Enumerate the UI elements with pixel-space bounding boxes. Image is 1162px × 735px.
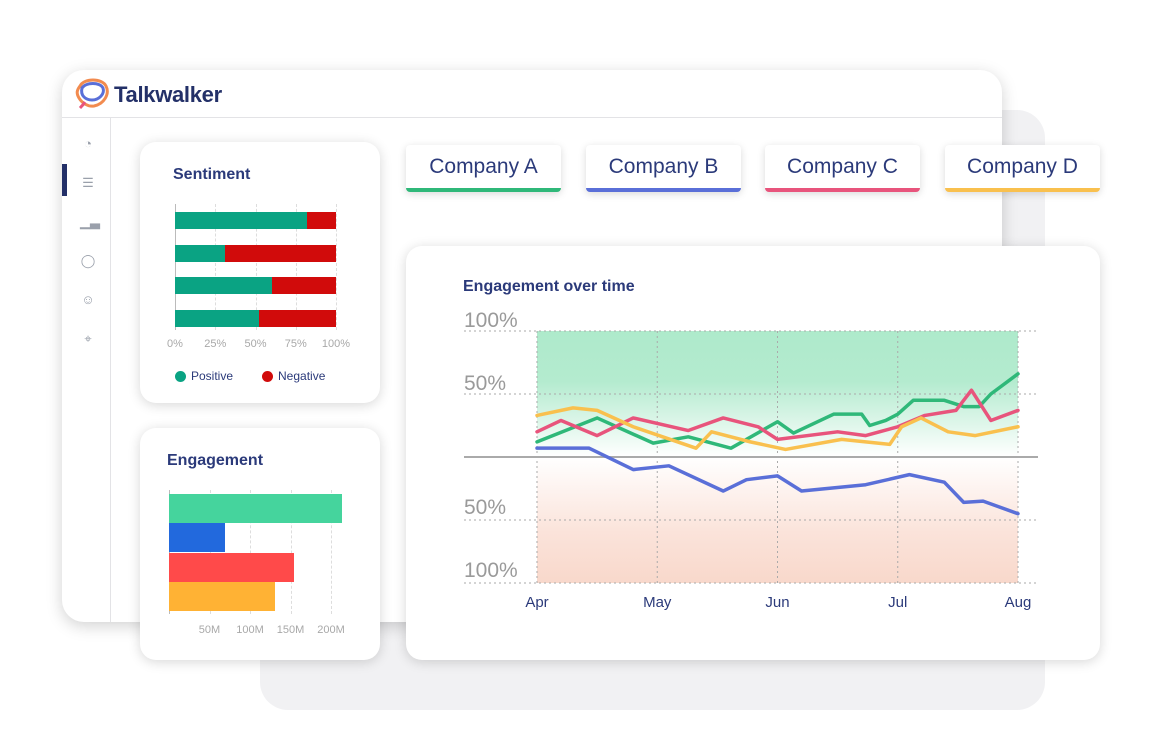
tab-company-b[interactable]: Company B bbox=[586, 145, 741, 192]
grid-line bbox=[295, 204, 297, 330]
grid-line bbox=[331, 490, 332, 614]
bar-negative bbox=[307, 212, 336, 229]
x-tick-label: Jul bbox=[888, 594, 907, 611]
smiley-icon[interactable]: ☺ bbox=[81, 292, 95, 307]
location-pin-icon[interactable]: ⌖ bbox=[84, 331, 92, 346]
bar-negative bbox=[271, 277, 336, 294]
bar-negative bbox=[258, 309, 336, 327]
negative-dot bbox=[262, 370, 273, 382]
talkwalker-logo-icon bbox=[75, 78, 109, 110]
tab-company-c[interactable]: Company C bbox=[765, 145, 920, 192]
sidebar-active-indicator bbox=[62, 164, 67, 196]
engagement-bar bbox=[169, 581, 276, 611]
bar-positive bbox=[175, 309, 259, 327]
engagement-bar bbox=[169, 494, 342, 523]
brand-name: Talkwalker bbox=[114, 82, 222, 107]
x-tick-label: Jun bbox=[765, 594, 789, 611]
engagement-bar bbox=[169, 523, 225, 553]
top-bar: Talkwalker bbox=[62, 70, 1002, 118]
legend-negative: Negative bbox=[262, 369, 325, 383]
sentiment-title: Sentiment bbox=[173, 166, 251, 183]
grid-line bbox=[290, 490, 292, 614]
analytics-chart-icon[interactable]: ▁▃ bbox=[80, 214, 100, 229]
x-tick-label: Apr bbox=[525, 594, 548, 611]
x-tick-label: 100% bbox=[321, 338, 351, 350]
search-list-icon[interactable]: ☰ bbox=[82, 175, 94, 190]
engagement-bar bbox=[169, 552, 294, 582]
series-line-company-c bbox=[535, 388, 1020, 442]
y-tick-label: 100% bbox=[464, 559, 518, 582]
x-tick-label: 25% bbox=[204, 338, 227, 350]
series-line-company-b bbox=[535, 446, 1020, 516]
bar-negative bbox=[224, 244, 336, 262]
engagement-over-time-title: Engagement over time bbox=[463, 278, 635, 295]
bar-positive bbox=[175, 212, 308, 229]
x-tick-label: 100M bbox=[236, 624, 264, 636]
legend-positive-label: Positive bbox=[191, 369, 234, 383]
sidebar: ◔ ☰ ▁▃ ◯ ☺ ⌖ bbox=[62, 118, 111, 622]
y-tick-label: 50% bbox=[464, 496, 506, 519]
x-tick-label: 50% bbox=[244, 338, 267, 350]
positive-dot bbox=[175, 370, 186, 382]
grid-line bbox=[175, 204, 176, 330]
series-line-company-a bbox=[535, 372, 1020, 450]
tab-company-d[interactable]: Company D bbox=[945, 145, 1100, 192]
x-tick-label: 50M bbox=[198, 624, 221, 636]
dashboard-gauge-icon[interactable]: ◔ bbox=[84, 136, 92, 151]
x-tick-label: 200M bbox=[317, 624, 345, 636]
x-tick-label: 150M bbox=[276, 624, 305, 636]
line-chart: 100% 50% 50% 100% Apr May Jun Jul Aug bbox=[464, 309, 1038, 611]
sentiment-card: Sentiment Positive Negative 0% 25% 50% 75% 1… bbox=[140, 142, 380, 403]
grid-line bbox=[255, 204, 257, 330]
chat-bubbles-icon[interactable]: ◯ bbox=[80, 253, 96, 268]
bar-positive bbox=[175, 277, 272, 294]
tab-company-a[interactable]: Company A bbox=[406, 145, 561, 192]
x-tick-label: May bbox=[643, 594, 672, 611]
y-tick-label: 100% bbox=[464, 309, 518, 332]
bar-positive bbox=[175, 244, 225, 262]
grid-line bbox=[336, 204, 337, 330]
x-tick-label: 0% bbox=[167, 338, 183, 350]
engagement-card: Engagement 50M 100M 150M 200M bbox=[140, 428, 380, 660]
legend-negative-label: Negative bbox=[278, 369, 326, 383]
series-line-company-d bbox=[535, 406, 1020, 452]
x-tick-label: 75% bbox=[284, 338, 307, 350]
legend-positive: Positive bbox=[175, 369, 233, 383]
engagement-over-time-card: Engagement over time 100% 50% 50% 100% Apr Ma… bbox=[406, 246, 1100, 660]
grid-line bbox=[215, 204, 217, 330]
y-tick-label: 50% bbox=[464, 372, 506, 395]
x-tick-label: Aug bbox=[1005, 594, 1032, 611]
grid-line bbox=[250, 490, 251, 614]
engagement-title: Engagement bbox=[167, 452, 264, 469]
